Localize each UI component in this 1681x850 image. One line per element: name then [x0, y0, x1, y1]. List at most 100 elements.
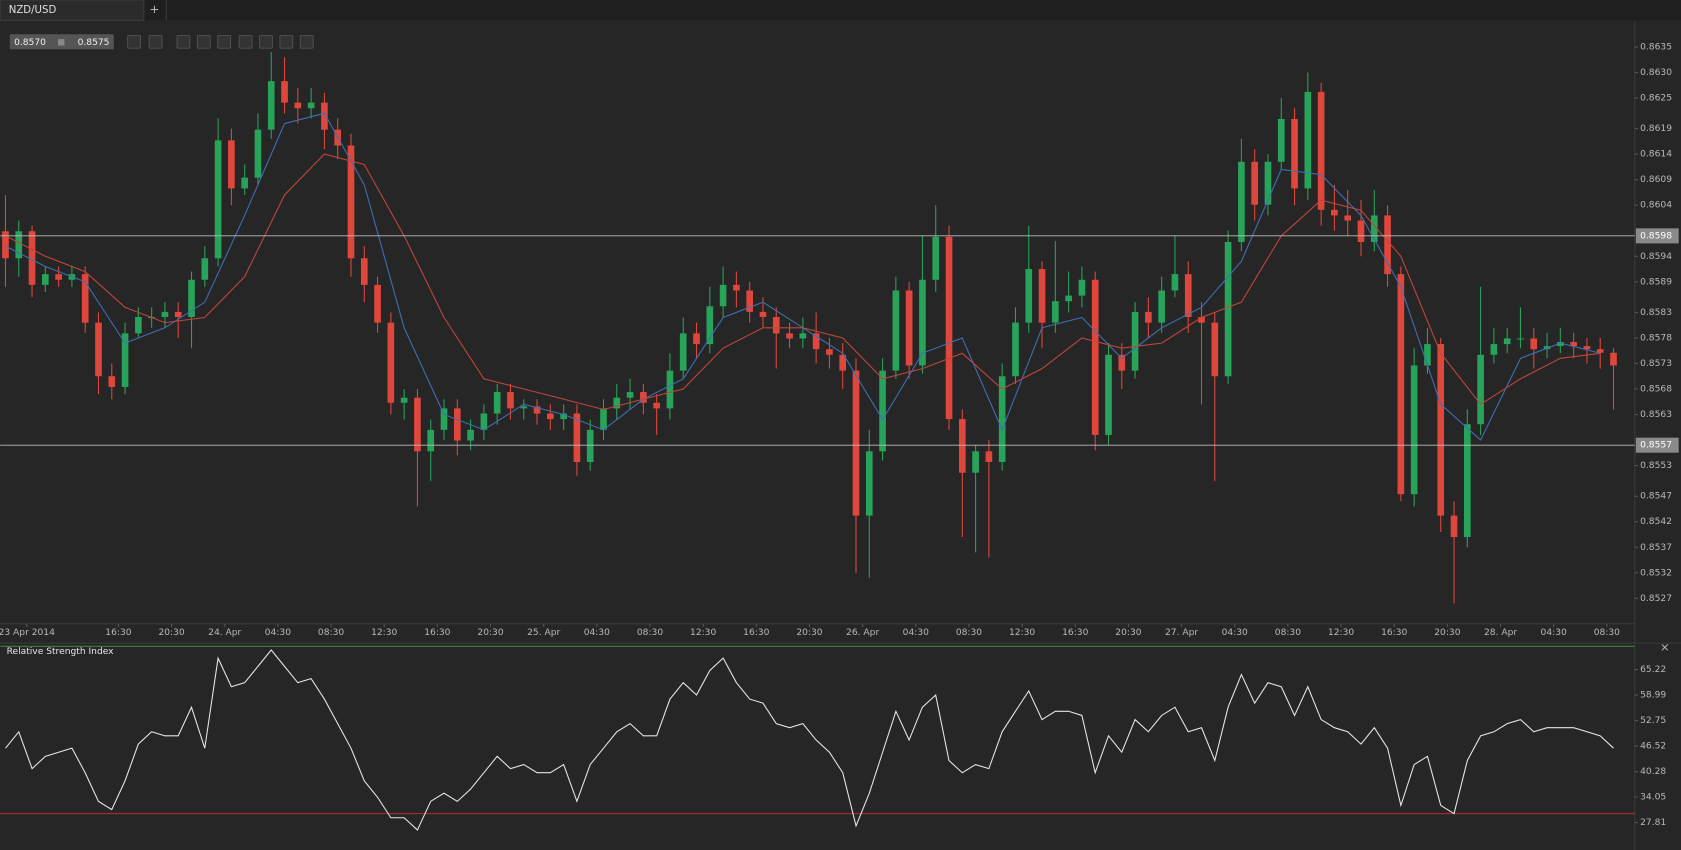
close-panel[interactable]: × — [1660, 640, 1670, 654]
candle-body — [826, 349, 833, 355]
y-tick-label: 0.8604 — [1640, 201, 1672, 211]
tab-title: NZD/USD — [9, 5, 57, 16]
x-tick-label: 20:30 — [477, 628, 503, 638]
candle-body — [1078, 279, 1086, 296]
candle-body — [1277, 118, 1285, 162]
zoom-out[interactable] — [127, 34, 141, 49]
timeframe[interactable] — [176, 34, 191, 49]
candle-body — [294, 102, 302, 109]
candle-body — [1503, 338, 1511, 345]
candle-body — [759, 311, 767, 318]
candle-body — [1264, 161, 1272, 205]
candle-body — [188, 279, 195, 318]
x-tick-label: 20:30 — [1434, 628, 1460, 638]
pen[interactable] — [299, 34, 314, 49]
candle-body — [1530, 338, 1538, 350]
tab[interactable] — [0, 0, 145, 21]
candle-body — [1251, 161, 1259, 205]
candle-body — [972, 451, 979, 473]
candle-body — [347, 145, 355, 259]
candle-body — [666, 370, 674, 409]
x-tick-label: 08:30 — [956, 628, 982, 638]
candle-body — [1610, 352, 1617, 366]
y-tick-label: 0.8635 — [1640, 42, 1672, 52]
level-label: 0.8557 — [1640, 441, 1672, 451]
y-tick-label: 0.8542 — [1640, 517, 1672, 527]
y-tick-label: 0.8537 — [1640, 543, 1672, 553]
y-tick-label: 58.99 — [1640, 691, 1666, 701]
x-tick-label: 04:30 — [1541, 628, 1567, 638]
x-tick-label: 08:30 — [318, 628, 344, 638]
x-tick-label: 08:30 — [1275, 628, 1301, 638]
candle-body — [1596, 349, 1604, 353]
candle-body — [507, 392, 514, 409]
candle-body — [1211, 322, 1219, 377]
candle-body — [1238, 161, 1245, 242]
candle-body — [321, 102, 328, 130]
edit[interactable] — [279, 34, 294, 49]
x-tick-label: 04:30 — [265, 628, 291, 638]
candle-body — [958, 419, 966, 473]
candle-body — [560, 413, 567, 420]
candle-body — [201, 258, 209, 280]
candle-body — [1291, 118, 1298, 189]
candle-body — [214, 140, 222, 259]
templates[interactable] — [259, 34, 273, 49]
candle-body — [865, 451, 873, 516]
candle-body — [1357, 220, 1365, 242]
candle-body — [480, 413, 488, 430]
rsi-line — [5, 649, 1614, 831]
indicators[interactable] — [217, 34, 232, 49]
x-tick-label: 04:30 — [1222, 628, 1248, 638]
toolbar — [127, 34, 314, 49]
candle-body — [547, 413, 554, 420]
candle-body — [786, 333, 793, 339]
candle-body — [1331, 209, 1338, 216]
candle-body — [945, 236, 953, 420]
candle-body — [719, 284, 727, 307]
candle-body — [1450, 515, 1458, 538]
candle-body — [1171, 274, 1179, 291]
candle-body — [1557, 342, 1564, 347]
x-tick-label: 24. Apr — [208, 628, 241, 638]
candle-body — [95, 322, 102, 377]
x-tick-label: 28. Apr — [1484, 628, 1517, 638]
x-tick-label: 16:30 — [105, 628, 131, 638]
candle-body — [1198, 317, 1205, 323]
candle-body — [693, 333, 700, 345]
draw-tool[interactable] — [238, 34, 253, 49]
y-tick-label: 0.8573 — [1640, 359, 1672, 369]
x-tick-label: 20:30 — [796, 628, 822, 638]
y-tick-label: 27.81 — [1640, 818, 1666, 828]
candle-body — [55, 274, 62, 280]
add-tab[interactable]: + — [150, 2, 160, 16]
zoom-in[interactable] — [148, 34, 163, 49]
candle-body — [81, 274, 89, 323]
candle-body — [453, 408, 461, 441]
candle-body — [985, 451, 993, 463]
candle-body — [241, 177, 248, 189]
y-tick-label: 40.28 — [1640, 767, 1666, 777]
y-tick-label: 0.8532 — [1640, 568, 1672, 578]
chart-type[interactable] — [196, 34, 211, 49]
x-tick-label: 16:30 — [424, 628, 450, 638]
x-tick-label: 26. Apr — [846, 628, 879, 638]
y-tick-label: 0.8553 — [1640, 461, 1672, 471]
candle-body — [1105, 354, 1112, 435]
bid: 0.8570 — [14, 38, 46, 48]
candle-body — [1224, 241, 1232, 377]
candle-body — [600, 408, 607, 430]
moving-average — [5, 153, 1601, 411]
candle-body — [360, 258, 368, 285]
x-tick-label: 08:30 — [1594, 628, 1620, 638]
x-tick-label: 04:30 — [903, 628, 929, 638]
candle-body — [1118, 354, 1126, 371]
candle-body — [267, 81, 275, 130]
candle-body — [254, 129, 262, 178]
candle-body — [640, 392, 647, 403]
candle-body — [2, 231, 9, 259]
candle-body — [174, 311, 182, 318]
y-tick-label: 0.8614 — [1640, 150, 1672, 160]
